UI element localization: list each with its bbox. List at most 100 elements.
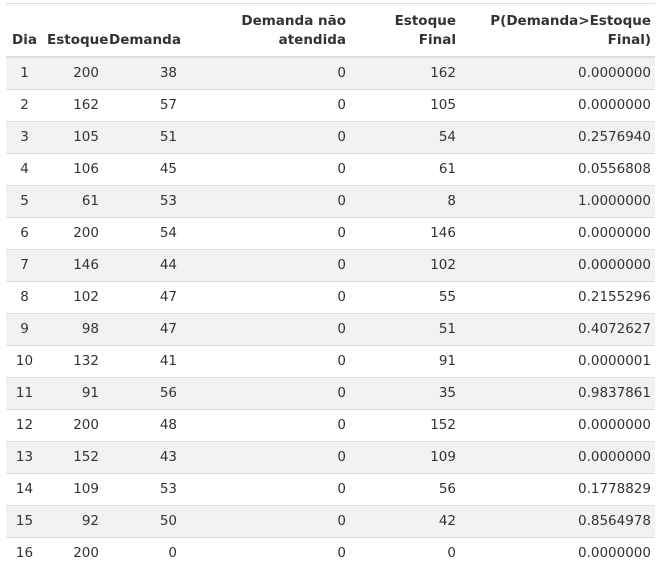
table-row: 9 98 47 0 51 0.4072627	[6, 313, 655, 346]
cell-estoque-final: 56	[350, 473, 460, 506]
cell-demanda-nao-atendida: 0	[181, 281, 350, 314]
table-row: 1 200 38 0 162 0.0000000	[6, 56, 655, 90]
cell-probabilidade: 0.0000000	[460, 89, 655, 122]
cell-probabilidade: 0.0000000	[460, 56, 655, 90]
table-row: 5 61 53 0 8 1.0000000	[6, 185, 655, 218]
cell-demanda-nao-atendida: 0	[181, 345, 350, 378]
table-row: 11 91 56 0 35 0.9837861	[6, 377, 655, 410]
table-row: 8 102 47 0 55 0.2155296	[6, 281, 655, 314]
cell-probabilidade: 0.1778829	[460, 473, 655, 506]
header-estoque: Estoque	[43, 5, 108, 58]
cell-demanda: 43	[103, 441, 181, 474]
cell-estoque-final: 102	[350, 249, 460, 282]
cell-demanda-nao-atendida: 0	[181, 377, 350, 410]
table-row: 16 200 0 0 0 0.0000000	[6, 537, 655, 570]
header-demanda-nao-atendida-line2: atendida	[278, 32, 346, 48]
cell-probabilidade: 0.4072627	[460, 313, 655, 346]
table-row: 13 152 43 0 109 0.0000000	[6, 441, 655, 474]
cell-dia: 14	[6, 473, 43, 506]
cell-estoque-final: 91	[350, 345, 460, 378]
cell-estoque: 200	[43, 537, 103, 570]
cell-demanda-nao-atendida: 0	[181, 505, 350, 538]
table-row: 6 200 54 0 146 0.0000000	[6, 217, 655, 250]
header-row: Dia Estoque Demanda Demanda não atendida …	[6, 5, 655, 58]
cell-demanda-nao-atendida: 0	[181, 185, 350, 218]
cell-dia: 12	[6, 409, 43, 442]
header-demanda: Demanda	[103, 5, 181, 58]
cell-probabilidade: 0.2155296	[460, 281, 655, 314]
cell-estoque: 132	[43, 345, 103, 378]
cell-estoque-final: 152	[350, 409, 460, 442]
table-row: 7 146 44 0 102 0.0000000	[6, 249, 655, 282]
cell-demanda-nao-atendida: 0	[181, 473, 350, 506]
cell-probabilidade: 0.2576940	[460, 121, 655, 154]
cell-demanda: 56	[103, 377, 181, 410]
cell-estoque-final: 55	[350, 281, 460, 314]
cell-demanda-nao-atendida: 0	[181, 56, 350, 90]
table-body: 1 200 38 0 162 0.0000000 2 162 57 0 105 0.0000000 3 1…	[6, 56, 655, 570]
cell-demanda: 48	[103, 409, 181, 442]
cell-estoque: 109	[43, 473, 103, 506]
cell-demanda: 0	[103, 537, 181, 570]
cell-dia: 4	[6, 153, 43, 186]
cell-demanda: 47	[103, 313, 181, 346]
cell-dia: 1	[6, 56, 43, 90]
cell-dia: 9	[6, 313, 43, 346]
cell-demanda: 51	[103, 121, 181, 154]
cell-probabilidade: 0.8564978	[460, 505, 655, 538]
cell-probabilidade: 0.0000000	[460, 409, 655, 442]
cell-dia: 2	[6, 89, 43, 122]
inventory-simulation-table: Dia Estoque Demanda Demanda não atendida …	[6, 5, 655, 570]
cell-probabilidade: 0.0000000	[460, 441, 655, 474]
cell-estoque: 61	[43, 185, 103, 218]
cell-probabilidade: 0.9837861	[460, 377, 655, 410]
cell-demanda: 50	[103, 505, 181, 538]
cell-demanda: 54	[103, 217, 181, 250]
cell-estoque: 92	[43, 505, 103, 538]
cell-probabilidade: 0.0556808	[460, 153, 655, 186]
header-demanda-nao-atendida-line1: Demanda não	[241, 13, 346, 29]
cell-estoque-final: 146	[350, 217, 460, 250]
cell-estoque: 200	[43, 56, 103, 90]
cell-estoque: 200	[43, 409, 103, 442]
cell-dia: 6	[6, 217, 43, 250]
cell-estoque: 162	[43, 89, 103, 122]
cell-dia: 16	[6, 537, 43, 570]
cell-estoque: 91	[43, 377, 103, 410]
cell-dia: 5	[6, 185, 43, 218]
cell-demanda: 44	[103, 249, 181, 282]
cell-estoque-final: 54	[350, 121, 460, 154]
cell-demanda-nao-atendida: 0	[181, 409, 350, 442]
cell-demanda: 53	[103, 473, 181, 506]
cell-estoque-final: 162	[350, 56, 460, 90]
table-row: 10 132 41 0 91 0.0000001	[6, 345, 655, 378]
cell-demanda-nao-atendida: 0	[181, 441, 350, 474]
cell-dia: 13	[6, 441, 43, 474]
cell-dia: 3	[6, 121, 43, 154]
cell-estoque-final: 0	[350, 537, 460, 570]
table-row: 15 92 50 0 42 0.8564978	[6, 505, 655, 538]
cell-demanda-nao-atendida: 0	[181, 153, 350, 186]
cell-dia: 11	[6, 377, 43, 410]
table-row: 2 162 57 0 105 0.0000000	[6, 89, 655, 122]
cell-dia: 10	[6, 345, 43, 378]
cell-estoque-final: 35	[350, 377, 460, 410]
cell-estoque: 146	[43, 249, 103, 282]
cell-demanda: 38	[103, 56, 181, 90]
cell-dia: 15	[6, 505, 43, 538]
cell-estoque: 200	[43, 217, 103, 250]
cell-probabilidade: 0.0000000	[460, 217, 655, 250]
cell-probabilidade: 0.0000000	[460, 249, 655, 282]
cell-estoque: 105	[43, 121, 103, 154]
cell-estoque: 152	[43, 441, 103, 474]
cell-demanda-nao-atendida: 0	[181, 217, 350, 250]
cell-probabilidade: 1.0000000	[460, 185, 655, 218]
header-probabilidade: P(Demanda>Estoque Final)	[460, 5, 655, 58]
cell-estoque: 98	[43, 313, 103, 346]
table-header: Dia Estoque Demanda Demanda não atendida …	[6, 5, 655, 58]
cell-demanda: 57	[103, 89, 181, 122]
cell-demanda-nao-atendida: 0	[181, 121, 350, 154]
cell-estoque: 106	[43, 153, 103, 186]
table-top-rule	[6, 3, 655, 4]
cell-estoque-final: 105	[350, 89, 460, 122]
